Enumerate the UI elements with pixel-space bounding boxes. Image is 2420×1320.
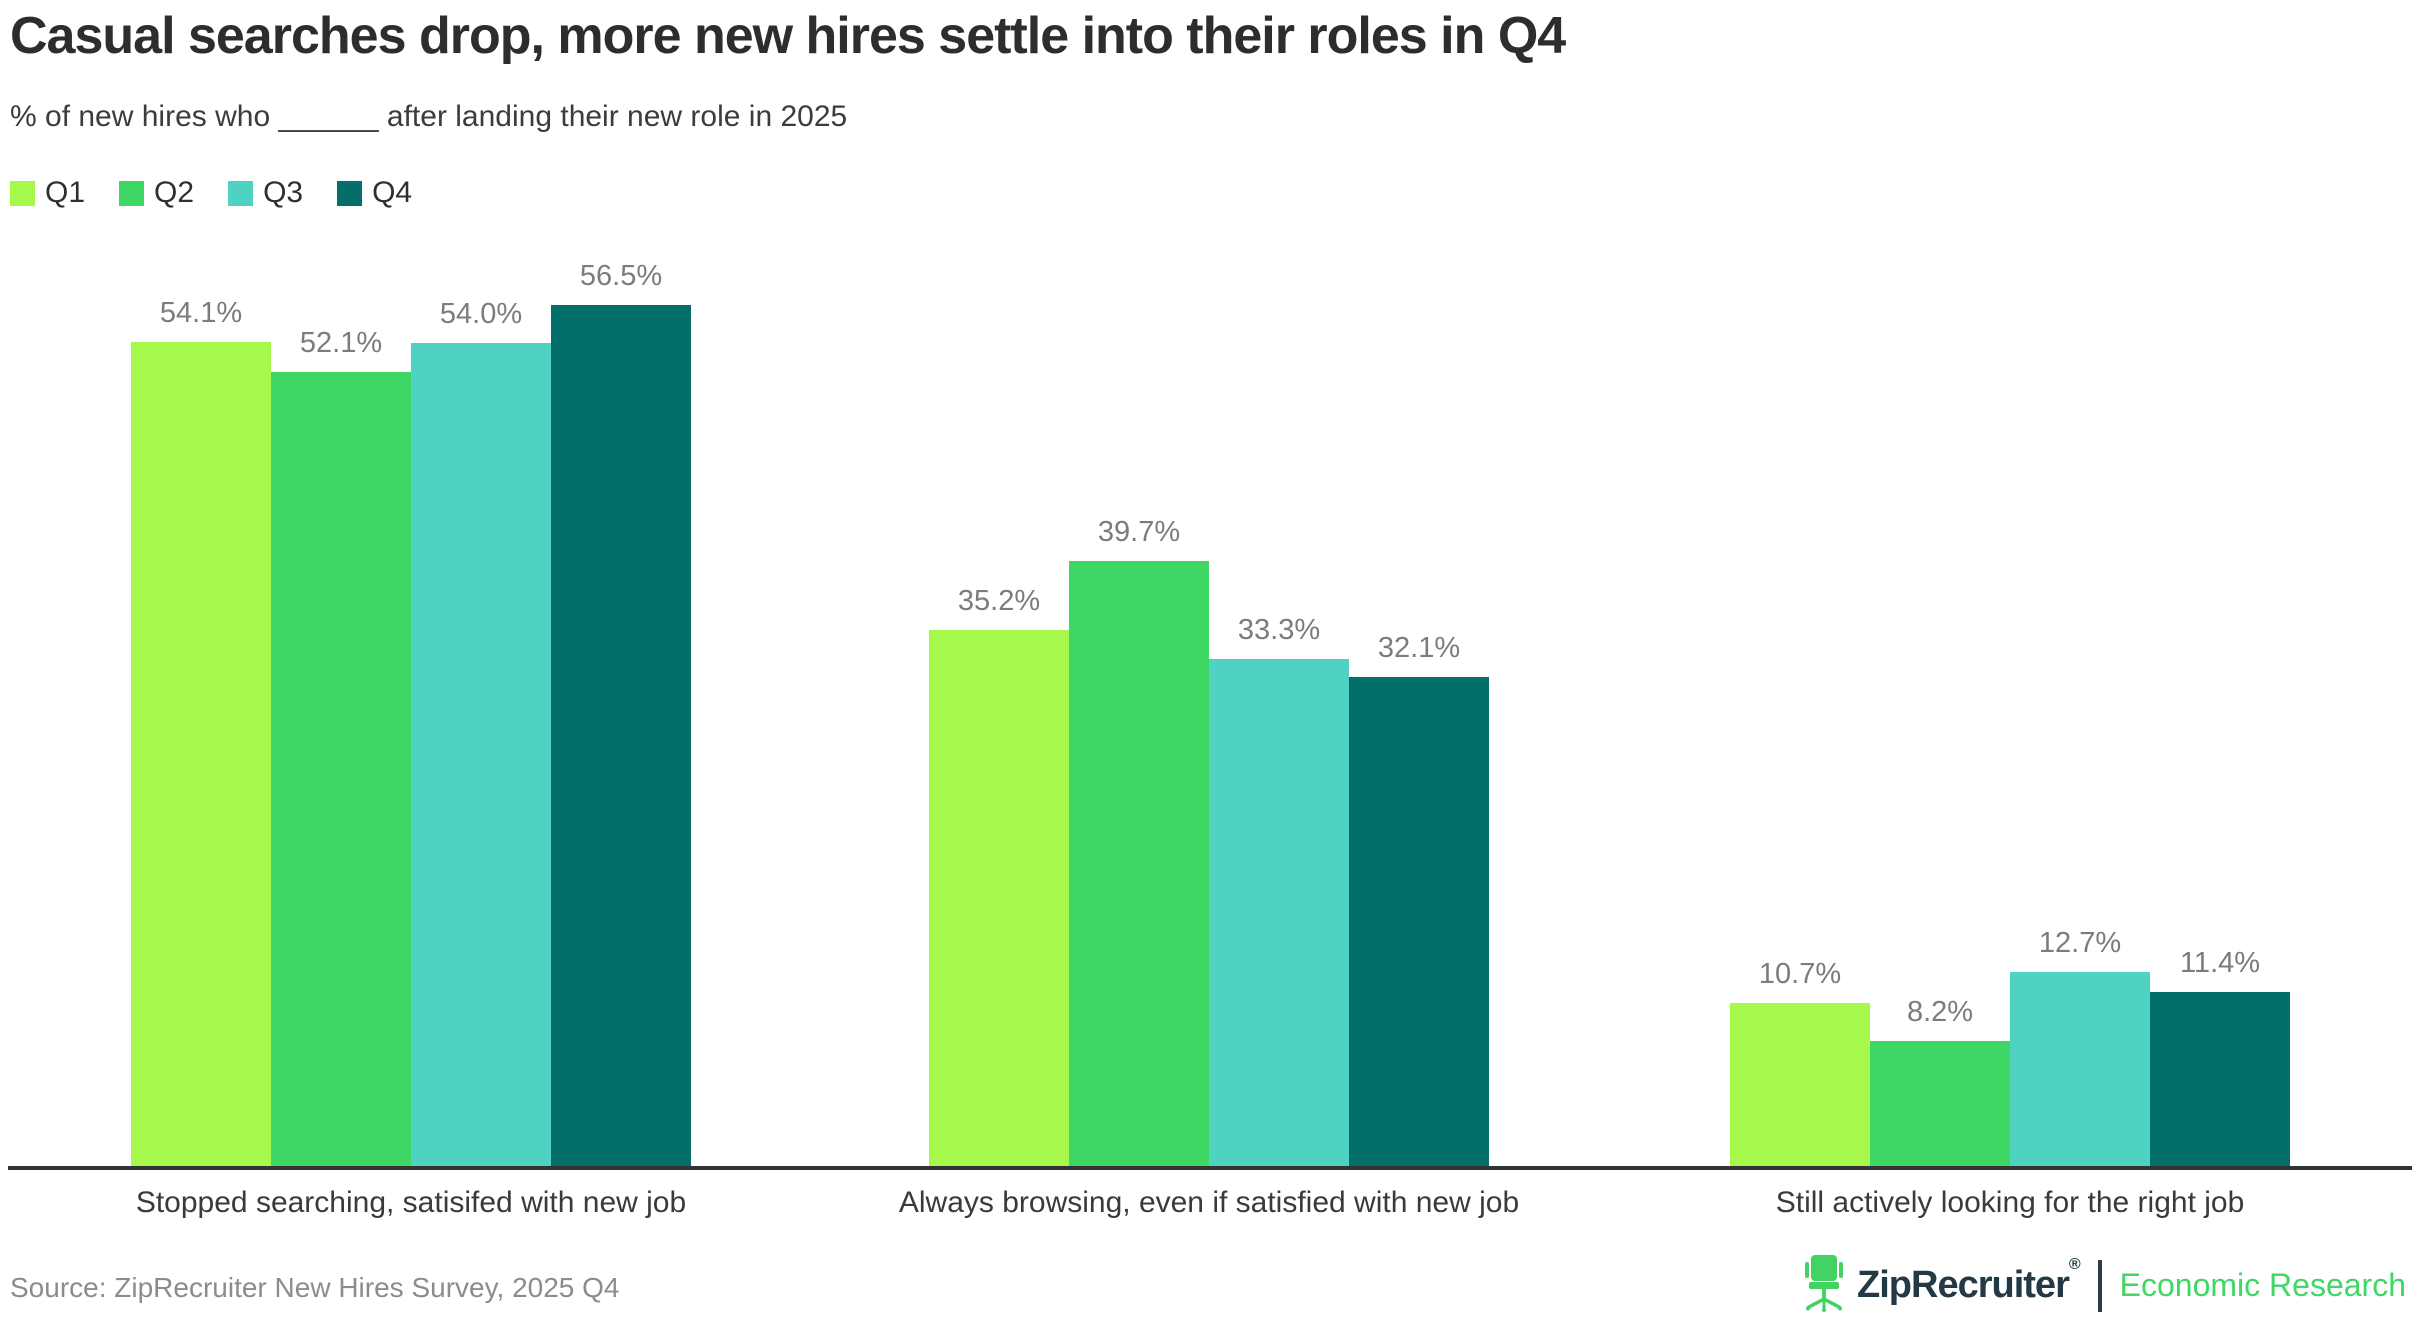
registered-mark: ® bbox=[2068, 1256, 2081, 1274]
brand-divider bbox=[2097, 1259, 2102, 1312]
bar-value-label: 56.5% bbox=[579, 260, 663, 292]
legend-label: Q3 bbox=[263, 176, 304, 209]
bar-q2-category-2 bbox=[1069, 561, 1209, 1166]
page-title: Casual searches drop, more new hires set… bbox=[10, 7, 1566, 65]
branding-block: ZipRecruiter® Economic Research bbox=[1801, 1254, 2406, 1317]
bar-value-label: 10.7% bbox=[1758, 958, 1842, 990]
category-label-3: Still actively looking for the right job bbox=[1775, 1186, 2245, 1219]
x-axis-line bbox=[8, 1166, 2412, 1170]
bar-value-label: 11.4% bbox=[2179, 947, 2261, 979]
legend-swatch-q1 bbox=[10, 180, 35, 206]
bar-plot-area: 54.1% 52.1% 54.0% 56.5% 35.2% 39.7% 33.3% 32.1%… bbox=[8, 260, 2412, 1170]
bar-value-label: 54.0% bbox=[439, 298, 523, 330]
bar-value-label: 33.3% bbox=[1237, 614, 1321, 646]
category-label-1: Stopped searching, satisifed with new jo… bbox=[135, 1186, 687, 1219]
category-label-2: Always browsing, even if satisfied with … bbox=[898, 1186, 1520, 1219]
legend-item-q2: Q2 bbox=[119, 176, 194, 210]
bar-q2-category-1 bbox=[271, 372, 411, 1166]
bar-value-label: 35.2% bbox=[957, 585, 1041, 617]
bar-q1-category-2 bbox=[929, 630, 1069, 1166]
chart-legend: Q1 Q2 Q3 Q4 bbox=[10, 176, 412, 210]
bar-q3-category-2 bbox=[1209, 659, 1349, 1166]
legend-item-q1: Q1 bbox=[10, 176, 85, 210]
bar-q1-category-1 bbox=[131, 342, 271, 1166]
bar-q4-category-3 bbox=[2150, 992, 2290, 1166]
office-chair-icon bbox=[1801, 1254, 1849, 1317]
legend-item-q3: Q3 bbox=[228, 176, 303, 210]
bar-q3-category-3 bbox=[2010, 972, 2150, 1166]
legend-swatch-q3 bbox=[228, 180, 254, 206]
legend-swatch-q2 bbox=[119, 180, 145, 206]
ziprecruiter-logo: ZipRecruiter® bbox=[1801, 1254, 2081, 1317]
bar-q3-category-1 bbox=[411, 343, 551, 1166]
bar-value-label: 8.2% bbox=[1906, 996, 1974, 1028]
brand-name: ZipRecruiter® bbox=[1857, 1256, 2081, 1306]
bar-q4-category-2 bbox=[1349, 677, 1489, 1166]
bar-value-label: 39.7% bbox=[1097, 516, 1181, 548]
legend-label: Q2 bbox=[154, 176, 195, 209]
economic-research-label: Economic Research bbox=[2119, 1267, 2406, 1303]
bar-value-label: 54.1% bbox=[159, 297, 243, 329]
bar-value-label: 32.1% bbox=[1377, 632, 1461, 664]
legend-label: Q1 bbox=[45, 176, 86, 209]
chart-subtitle: % of new hires who ______ after landing … bbox=[10, 100, 848, 133]
bar-value-label: 52.1% bbox=[299, 327, 383, 359]
legend-item-q4: Q4 bbox=[337, 176, 412, 210]
bar-q1-category-3 bbox=[1730, 1003, 1870, 1166]
source-note: Source: ZipRecruiter New Hires Survey, 2… bbox=[10, 1272, 620, 1303]
bar-q2-category-3 bbox=[1870, 1041, 2010, 1166]
bar-value-label: 12.7% bbox=[2038, 927, 2122, 959]
legend-swatch-q4 bbox=[337, 180, 363, 206]
legend-label: Q4 bbox=[372, 176, 413, 209]
bar-q4-category-1 bbox=[551, 305, 691, 1166]
